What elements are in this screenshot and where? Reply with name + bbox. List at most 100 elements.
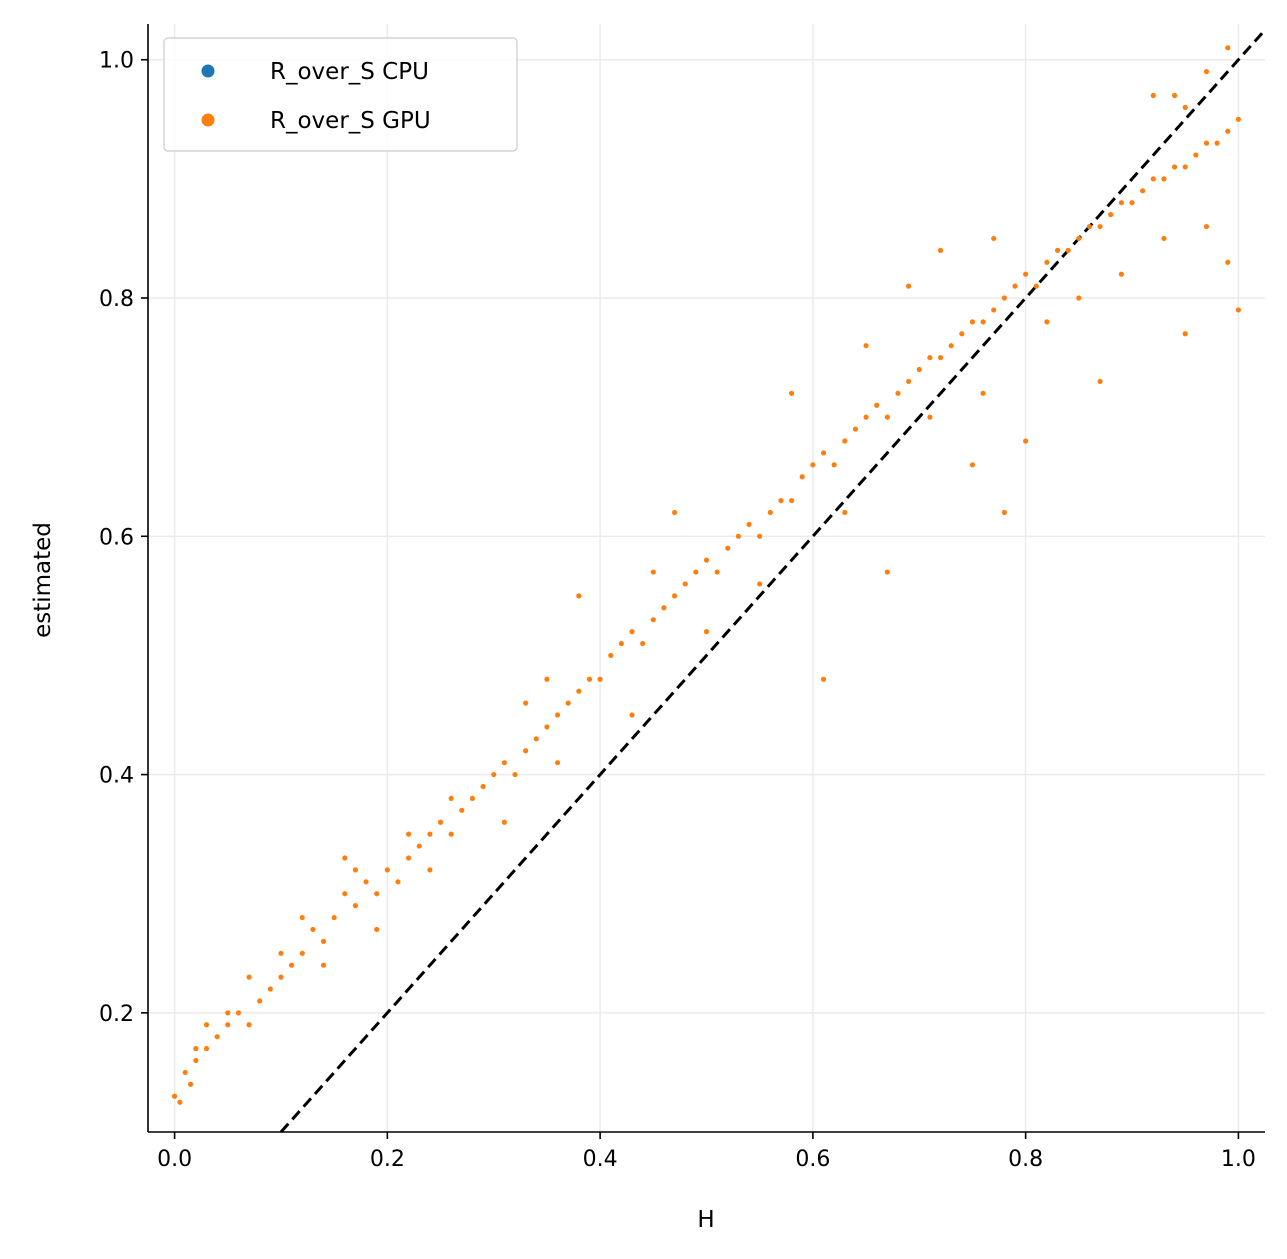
- point-series-1: [1065, 247, 1071, 253]
- point-series-1: [937, 247, 944, 253]
- point-series-1: [586, 676, 593, 682]
- point-series-1: [757, 533, 763, 539]
- point-series-1: [289, 962, 295, 968]
- tick-group: 0.0 0.2 0.4 0.6 0.8 1.0 0.2 0.4 0.6 0.8 1.0: [99, 49, 1256, 1172]
- point-series-1: [320, 938, 327, 944]
- point-series-1: [789, 497, 795, 504]
- point-series-1: [1161, 176, 1167, 182]
- point-series-1: [884, 569, 890, 575]
- point-series-1: [991, 235, 997, 242]
- point-series-1: [874, 402, 880, 408]
- reference-line-group: [279, 28, 1267, 1133]
- point-series-1: [501, 760, 507, 766]
- point-series-1: [544, 724, 550, 730]
- point-series-1: [948, 343, 954, 349]
- point-series-1: [523, 700, 529, 706]
- point-series-1: [182, 1069, 188, 1076]
- y-tick-label: 0.8: [99, 287, 134, 312]
- point-series-1: [331, 914, 337, 921]
- point-series-1: [980, 319, 986, 325]
- point-series-1: [1171, 164, 1178, 170]
- point-series-1: [1033, 283, 1039, 289]
- point-series-1: [235, 1010, 242, 1016]
- point-series-1: [1225, 128, 1231, 134]
- point-series-1: [1140, 188, 1146, 194]
- point-series-1: [533, 736, 539, 742]
- point-series-1: [661, 605, 667, 611]
- point-series-1: [1225, 45, 1231, 51]
- point-series-1: [1161, 235, 1167, 242]
- point-series-1: [895, 390, 901, 396]
- point-series-1: [214, 1034, 220, 1040]
- point-series-1: [969, 319, 976, 325]
- point-series-1: [1129, 200, 1135, 206]
- point-series-1: [171, 1093, 178, 1099]
- point-series-1: [342, 855, 348, 861]
- point-series-1: [906, 283, 912, 289]
- point-series-1: [863, 414, 869, 420]
- point-series-1: [1044, 259, 1050, 265]
- point-series-1: [1193, 152, 1199, 158]
- point-series-1: [491, 771, 497, 778]
- point-series-1: [246, 1022, 252, 1028]
- point-series-1: [187, 1081, 194, 1087]
- point-series-1: [1118, 200, 1124, 206]
- point-series-1: [427, 831, 433, 837]
- point-series-1: [1076, 235, 1082, 242]
- point-series-1: [299, 950, 305, 956]
- point-series-1: [374, 891, 380, 897]
- point-series-1: [437, 819, 444, 825]
- point-series-1: [523, 748, 529, 754]
- point-series-1: [1182, 331, 1188, 337]
- point-series-1: [618, 640, 624, 647]
- point-series-1: [177, 1099, 183, 1105]
- point-series-1: [650, 569, 656, 575]
- point-series-1: [1182, 104, 1188, 110]
- point-series-1: [320, 962, 327, 968]
- point-series-1: [629, 629, 635, 635]
- point-series-1: [246, 974, 252, 980]
- point-series-1: [1001, 509, 1007, 516]
- point-series-1: [203, 1046, 210, 1052]
- y-tick-label: 0.4: [99, 764, 134, 789]
- point-series-1: [980, 390, 986, 396]
- point-series-1: [799, 474, 805, 480]
- point-series-1: [852, 426, 859, 432]
- point-series-1: [671, 509, 678, 516]
- legend-marker-gpu: [201, 113, 215, 127]
- point-series-1: [937, 354, 944, 361]
- point-series-1: [906, 378, 912, 385]
- x-tick-label: 0.0: [157, 1147, 192, 1172]
- point-series-1: [810, 462, 816, 468]
- point-series-1: [1076, 295, 1082, 301]
- point-series-1: [1171, 92, 1178, 99]
- plot-background: [148, 24, 1265, 1132]
- point-series-1: [725, 545, 731, 551]
- point-series-1: [278, 974, 284, 980]
- point-series-1: [1023, 438, 1029, 444]
- legend: R_over_S CPU R_over_S GPU: [163, 37, 518, 152]
- point-series-1: [576, 593, 582, 599]
- legend-frame: [163, 37, 518, 152]
- point-series-1: [703, 557, 710, 563]
- point-series-1: [352, 867, 359, 873]
- y-tick-label: 0.6: [99, 525, 134, 550]
- point-series-1: [778, 497, 784, 504]
- point-series-1: [1097, 378, 1103, 385]
- x-tick-label: 1.0: [1221, 1147, 1256, 1172]
- point-series-1: [884, 414, 890, 420]
- point-series-1: [406, 831, 412, 837]
- point-series-1: [682, 581, 688, 587]
- point-series-1: [554, 760, 561, 766]
- x-tick-label: 0.4: [583, 1147, 618, 1172]
- point-series-1: [1214, 140, 1220, 146]
- point-series-1: [863, 343, 869, 349]
- point-series-1: [363, 879, 369, 885]
- y-axis-label: estimated: [30, 522, 56, 638]
- point-series-1: [278, 950, 284, 956]
- point-series-1: [225, 1010, 231, 1016]
- point-series-1: [757, 581, 763, 587]
- point-series-1: [1225, 259, 1231, 265]
- point-series-1: [916, 366, 922, 373]
